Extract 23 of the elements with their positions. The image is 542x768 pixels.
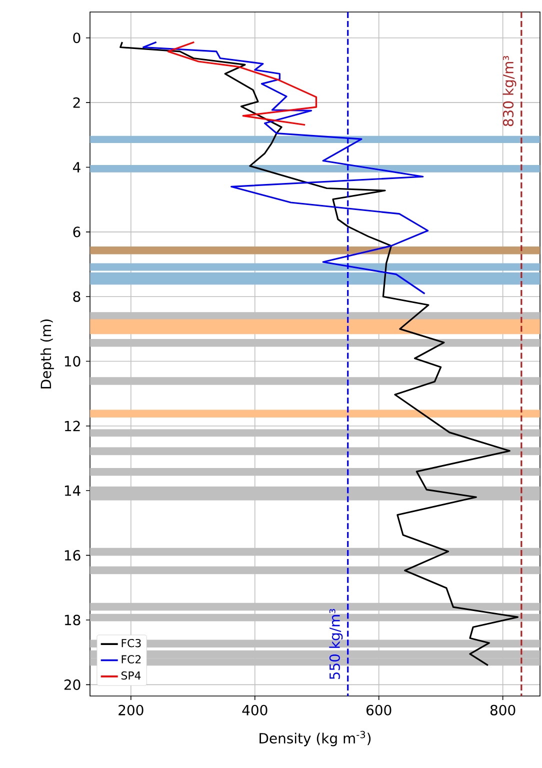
y-tick-label: 10 [64, 356, 80, 367]
y-axis-title: Depth (m) [40, 320, 54, 388]
y-tick-label: 14 [64, 486, 80, 496]
y-tick-label: 0 [73, 32, 80, 44]
y-tick-label: 16 [64, 550, 80, 561]
legend-label: FC3 [122, 638, 141, 648]
x-tick-label: 600 [366, 704, 392, 716]
y-tick-label: 12 [64, 420, 80, 432]
y-tick-label: 18 [64, 614, 80, 626]
line-series [167, 41, 318, 126]
y-tick-label: 8 [73, 291, 80, 302]
ref-line-label: 830 kg/m³ [502, 56, 516, 126]
y-tick-label: 2 [73, 97, 80, 108]
x-tick-label: 800 [490, 704, 516, 716]
x-tick-label: 400 [242, 704, 268, 716]
legend-label: FC2 [122, 655, 141, 664]
x-tick-label: 200 [118, 704, 144, 716]
ref-line-label: 550 kg/m³ [329, 608, 343, 680]
y-tick-label: 6 [73, 226, 80, 238]
y-tick-label: 20 [64, 679, 80, 690]
legend-label: SP4 [121, 671, 141, 680]
x-axis-title: Density (kg m$^{-3}$) [260, 730, 371, 746]
y-tick-label: 4 [72, 162, 80, 172]
